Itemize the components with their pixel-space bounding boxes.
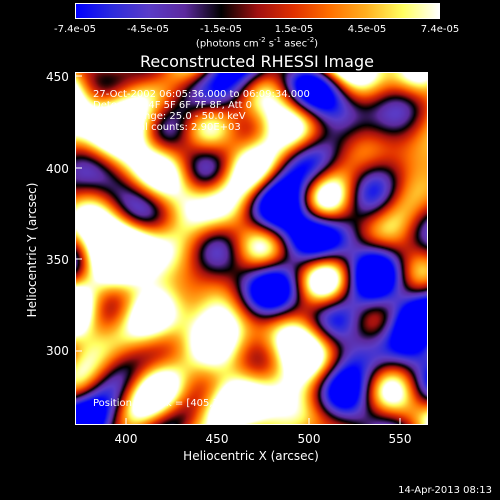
colorbar [75,3,440,19]
y-tick-label: 450 [46,70,69,84]
colorbar-tick-label: 7.4e-05 [420,24,460,35]
energy-range-text: Energy Range: 25.0 - 50.0 keV [93,111,246,122]
x-axis-label: Heliocentric X (arcsec) [183,449,319,463]
colorbar-tick-label: 1.5e-05 [274,24,314,35]
clean-counts-text: Clean Total counts: 2.90E+03 [93,122,241,133]
heatmap-plot-area: 27-Oct-2002 06:05:36.000 to 06:09:34.000… [75,72,428,425]
colorbar-tick-label: -1.5e-05 [200,24,242,35]
colorbar-units: (photons cm-2 s-1 asec-2) [195,36,319,50]
colorbar-tick-label: -4.5e-05 [127,24,169,35]
timestamp: 14-Apr-2013 08:13 [398,485,492,496]
x-tick-label: 400 [114,432,138,446]
x-tick-label: 550 [388,432,412,446]
time-range-text: 27-Oct-2002 06:05:36.000 to 06:09:34.000 [93,89,310,100]
y-tick-label: 350 [46,253,69,267]
y-axis-label: Heliocentric Y (arcsec) [25,182,39,318]
x-tick-label: 450 [205,432,229,446]
y-tick-label: 400 [46,162,69,176]
detectors-text: Detectors: 4F 5F 6F 7F 8F, Att 0 [93,100,253,111]
chart-title: Reconstructed RHESSI Image [140,52,374,71]
heatmap-image [76,73,427,424]
x-tick-label: 500 [297,432,321,446]
colorbar-tick-label: -7.4e-05 [54,24,96,35]
peak-position-text: Position of Peak = [405,355] [93,398,236,409]
colorbar-tick-label: 4.5e-05 [347,24,387,35]
y-tick-label: 300 [46,344,69,358]
